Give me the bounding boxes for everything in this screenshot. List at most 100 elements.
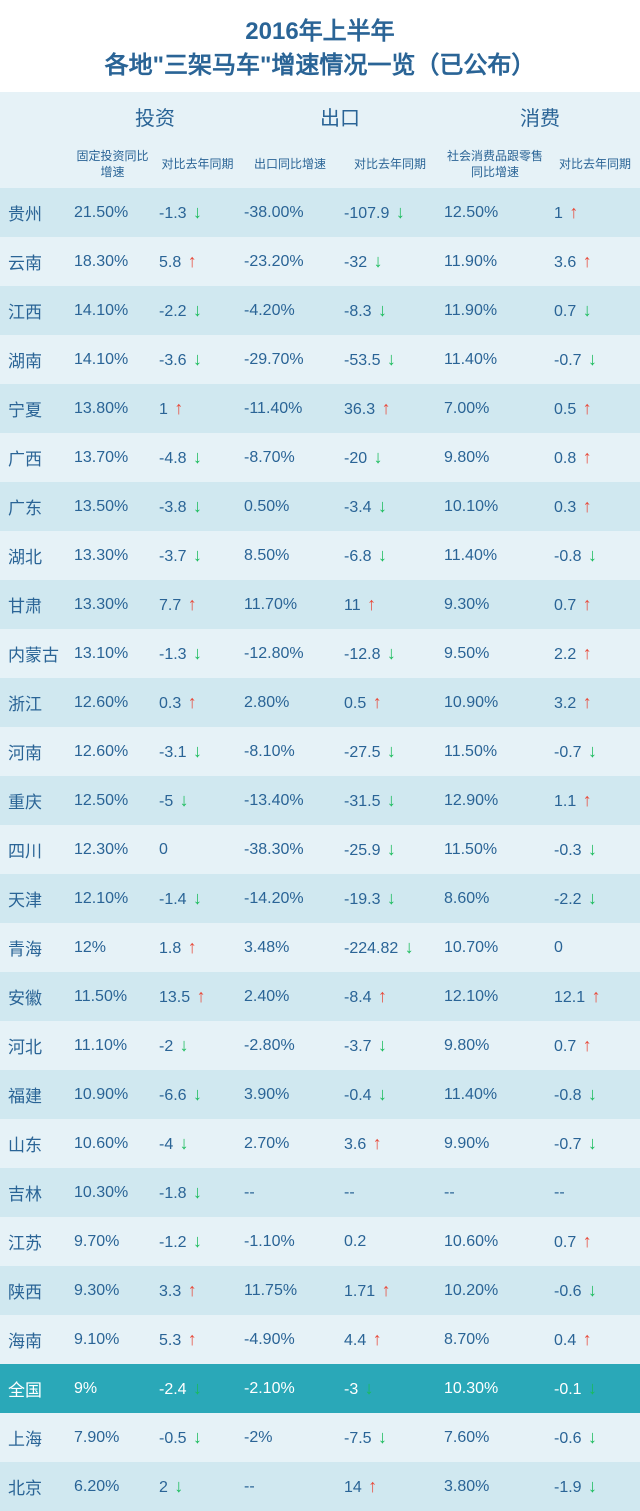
- arrow-down-icon: ↓: [588, 1476, 597, 1497]
- subheader: 对比去年同期: [155, 141, 240, 188]
- arrow-down-icon: ↓: [588, 1280, 597, 1301]
- value-cell: -38.00%: [240, 188, 340, 237]
- delta-cell: 0.7 ↑: [550, 580, 640, 629]
- delta-cell: 2.2 ↑: [550, 629, 640, 678]
- value-cell: 10.30%: [70, 1168, 155, 1217]
- value-cell: 7.00%: [440, 384, 550, 433]
- value-cell: 9%: [70, 1364, 155, 1413]
- province-cell: 安徽: [0, 972, 70, 1021]
- main-title: 2016年上半年 各地"三架马车"增速情况一览（已公布）: [0, 0, 640, 92]
- delta-cell: 0.8 ↑: [550, 433, 640, 482]
- arrow-down-icon: ↓: [193, 447, 202, 468]
- table-row: 江苏9.70%-1.2 ↓-1.10%0.2 10.60%0.7 ↑: [0, 1217, 640, 1266]
- table-row: 甘肃13.30%7.7 ↑11.70%11 ↑9.30%0.7 ↑: [0, 580, 640, 629]
- delta-cell: -5 ↓: [155, 776, 240, 825]
- value-cell: 12.30%: [70, 825, 155, 874]
- arrow-down-icon: ↓: [588, 888, 597, 909]
- delta-cell: 11 ↑: [340, 580, 440, 629]
- delta-cell: 0.7 ↓: [550, 286, 640, 335]
- arrow-down-icon: ↓: [193, 1182, 202, 1203]
- table-row: 全国9%-2.4 ↓-2.10%-3 ↓10.30%-0.1 ↓: [0, 1364, 640, 1413]
- value-cell: -38.30%: [240, 825, 340, 874]
- delta-cell: -53.5 ↓: [340, 335, 440, 384]
- arrow-up-icon: ↑: [583, 251, 592, 272]
- subheader: 出口同比增速: [240, 141, 340, 188]
- delta-cell: -3 ↓: [340, 1364, 440, 1413]
- arrow-up-icon: ↑: [373, 692, 382, 713]
- arrow-up-icon: ↑: [188, 1280, 197, 1301]
- arrow-up-icon: ↑: [583, 790, 592, 811]
- header-group-row: 投资 出口 消费: [0, 92, 640, 141]
- arrow-down-icon: ↓: [180, 790, 189, 811]
- delta-cell: 0.7 ↑: [550, 1217, 640, 1266]
- value-cell: 14.10%: [70, 335, 155, 384]
- value-cell: 11.40%: [440, 1070, 550, 1119]
- arrow-up-icon: ↑: [382, 398, 391, 419]
- value-cell: 10.60%: [440, 1217, 550, 1266]
- value-cell: -29.70%: [240, 335, 340, 384]
- arrow-down-icon: ↓: [387, 643, 396, 664]
- delta-cell: -1.8 ↓: [155, 1168, 240, 1217]
- province-cell: 河南: [0, 727, 70, 776]
- delta-cell: -0.8 ↓: [550, 1070, 640, 1119]
- arrow-up-icon: ↑: [592, 986, 601, 1007]
- delta-cell: -0.4 ↓: [340, 1070, 440, 1119]
- value-cell: 9.70%: [70, 1217, 155, 1266]
- table-row: 浙江12.60%0.3 ↑2.80%0.5 ↑10.90%3.2 ↑: [0, 678, 640, 727]
- value-cell: 2.70%: [240, 1119, 340, 1168]
- value-cell: 21.50%: [70, 188, 155, 237]
- province-cell: 北京: [0, 1462, 70, 1511]
- arrow-down-icon: ↓: [193, 300, 202, 321]
- province-cell: 吉林: [0, 1168, 70, 1217]
- delta-cell: -3.6 ↓: [155, 335, 240, 384]
- subheader: 固定投资同比增速: [70, 141, 155, 188]
- delta-cell: 14 ↑: [340, 1462, 440, 1511]
- value-cell: -2%: [240, 1413, 340, 1462]
- delta-cell: --: [340, 1168, 440, 1217]
- value-cell: -2.80%: [240, 1021, 340, 1070]
- arrow-down-icon: ↓: [387, 888, 396, 909]
- delta-cell: -3.8 ↓: [155, 482, 240, 531]
- value-cell: 10.60%: [70, 1119, 155, 1168]
- table-row: 河南12.60%-3.1 ↓-8.10%-27.5 ↓11.50%-0.7 ↓: [0, 727, 640, 776]
- province-cell: 宁夏: [0, 384, 70, 433]
- province-cell: 海南: [0, 1315, 70, 1364]
- delta-cell: 3.2 ↑: [550, 678, 640, 727]
- table-row: 山东10.60%-4 ↓2.70%3.6 ↑9.90%-0.7 ↓: [0, 1119, 640, 1168]
- subheader: 对比去年同期: [340, 141, 440, 188]
- delta-cell: 0.2: [340, 1217, 440, 1266]
- delta-cell: -224.82 ↓: [340, 923, 440, 972]
- delta-cell: 36.3 ↑: [340, 384, 440, 433]
- value-cell: 12%: [70, 923, 155, 972]
- delta-cell: 1.8 ↑: [155, 923, 240, 972]
- table-row: 四川12.30%0 -38.30%-25.9 ↓11.50%-0.3 ↓: [0, 825, 640, 874]
- group-consumption: 消费: [440, 92, 640, 141]
- value-cell: 9.80%: [440, 433, 550, 482]
- arrow-down-icon: ↓: [387, 741, 396, 762]
- arrow-down-icon: ↓: [180, 1133, 189, 1154]
- value-cell: 12.60%: [70, 727, 155, 776]
- delta-cell: -3.7 ↓: [155, 531, 240, 580]
- delta-cell: -0.5 ↓: [155, 1413, 240, 1462]
- table-row: 广东13.50%-3.8 ↓0.50%-3.4 ↓10.10%0.3 ↑: [0, 482, 640, 531]
- arrow-up-icon: ↑: [583, 1231, 592, 1252]
- value-cell: 11.90%: [440, 286, 550, 335]
- arrow-down-icon: ↓: [365, 1378, 374, 1399]
- arrow-up-icon: ↑: [583, 1035, 592, 1056]
- delta-cell: -0.7 ↓: [550, 335, 640, 384]
- delta-cell: -12.8 ↓: [340, 629, 440, 678]
- delta-cell: -0.6 ↓: [550, 1413, 640, 1462]
- delta-cell: -31.5 ↓: [340, 776, 440, 825]
- title-line1: 2016年上半年: [10, 15, 630, 49]
- delta-cell: 0.5 ↑: [550, 384, 640, 433]
- delta-cell: 0: [550, 923, 640, 972]
- value-cell: 10.70%: [440, 923, 550, 972]
- value-cell: -12.80%: [240, 629, 340, 678]
- delta-cell: 0: [155, 825, 240, 874]
- arrow-down-icon: ↓: [193, 888, 202, 909]
- value-cell: --: [440, 1168, 550, 1217]
- value-cell: 9.80%: [440, 1021, 550, 1070]
- value-cell: 12.10%: [70, 874, 155, 923]
- table-row: 广西13.70%-4.8 ↓-8.70%-20 ↓9.80%0.8 ↑: [0, 433, 640, 482]
- delta-cell: -2 ↓: [155, 1021, 240, 1070]
